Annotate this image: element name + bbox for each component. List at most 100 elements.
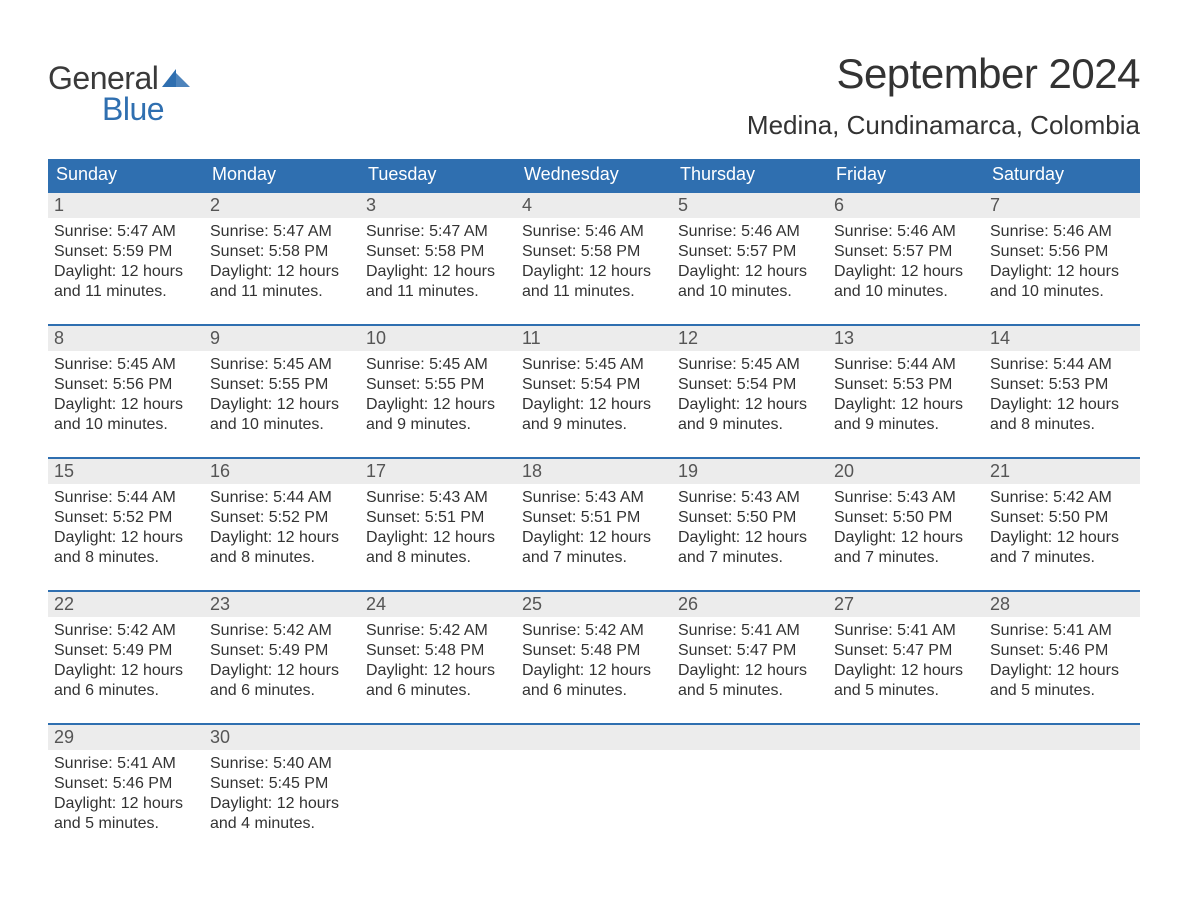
day-number (828, 725, 984, 750)
sunrise: Sunrise: 5:45 AM (210, 355, 354, 375)
day-body: Sunrise: 5:43 AMSunset: 5:50 PMDaylight:… (828, 484, 984, 572)
daylight-line2: and 8 minutes. (210, 548, 354, 568)
calendar: Sunday Monday Tuesday Wednesday Thursday… (48, 159, 1140, 838)
daylight-line1: Daylight: 12 hours (834, 395, 978, 415)
week-daynum-row: 22232425262728 (48, 590, 1140, 617)
sunset: Sunset: 5:49 PM (54, 641, 198, 661)
sunset: Sunset: 5:52 PM (210, 508, 354, 528)
week-body-row: Sunrise: 5:47 AMSunset: 5:59 PMDaylight:… (48, 218, 1140, 306)
day-number (672, 725, 828, 750)
sunset: Sunset: 5:51 PM (366, 508, 510, 528)
sunset: Sunset: 5:50 PM (990, 508, 1134, 528)
daylight-line1: Daylight: 12 hours (366, 395, 510, 415)
week-daynum-row: 891011121314 (48, 324, 1140, 351)
day-number: 23 (204, 592, 360, 617)
sunrise: Sunrise: 5:44 AM (54, 488, 198, 508)
day-number: 21 (984, 459, 1140, 484)
daylight-line2: and 10 minutes. (990, 282, 1134, 302)
day-number: 22 (48, 592, 204, 617)
day-number: 15 (48, 459, 204, 484)
daylight-line2: and 5 minutes. (678, 681, 822, 701)
sunset: Sunset: 5:50 PM (834, 508, 978, 528)
day-number: 1 (48, 193, 204, 218)
day-body: Sunrise: 5:45 AMSunset: 5:56 PMDaylight:… (48, 351, 204, 439)
day-number: 17 (360, 459, 516, 484)
day-number: 14 (984, 326, 1140, 351)
day-body (672, 750, 828, 838)
day-number: 5 (672, 193, 828, 218)
day-number: 2 (204, 193, 360, 218)
sunrise: Sunrise: 5:42 AM (54, 621, 198, 641)
day-body: Sunrise: 5:46 AMSunset: 5:58 PMDaylight:… (516, 218, 672, 306)
sunrise: Sunrise: 5:43 AM (522, 488, 666, 508)
day-body: Sunrise: 5:44 AMSunset: 5:52 PMDaylight:… (48, 484, 204, 572)
daylight-line1: Daylight: 12 hours (678, 395, 822, 415)
day-body (360, 750, 516, 838)
daylight-line1: Daylight: 12 hours (366, 528, 510, 548)
sunset: Sunset: 5:56 PM (990, 242, 1134, 262)
day-number (516, 725, 672, 750)
daylight-line2: and 9 minutes. (366, 415, 510, 435)
sunset: Sunset: 5:58 PM (522, 242, 666, 262)
daylight-line1: Daylight: 12 hours (990, 661, 1134, 681)
daylight-line1: Daylight: 12 hours (522, 395, 666, 415)
day-body: Sunrise: 5:44 AMSunset: 5:52 PMDaylight:… (204, 484, 360, 572)
sunset: Sunset: 5:50 PM (678, 508, 822, 528)
weekday-label: Friday (828, 159, 984, 191)
sunset: Sunset: 5:46 PM (990, 641, 1134, 661)
sunrise: Sunrise: 5:47 AM (54, 222, 198, 242)
day-number: 3 (360, 193, 516, 218)
daylight-line2: and 9 minutes. (522, 415, 666, 435)
daylight-line1: Daylight: 12 hours (678, 661, 822, 681)
daylight-line1: Daylight: 12 hours (210, 528, 354, 548)
weekday-header: Sunday Monday Tuesday Wednesday Thursday… (48, 159, 1140, 191)
day-number: 20 (828, 459, 984, 484)
daylight-line1: Daylight: 12 hours (54, 262, 198, 282)
sunrise: Sunrise: 5:42 AM (210, 621, 354, 641)
sunrise: Sunrise: 5:43 AM (834, 488, 978, 508)
sunrise: Sunrise: 5:46 AM (990, 222, 1134, 242)
daylight-line2: and 4 minutes. (210, 814, 354, 834)
daylight-line2: and 9 minutes. (678, 415, 822, 435)
sunset: Sunset: 5:57 PM (678, 242, 822, 262)
day-body (516, 750, 672, 838)
sunset: Sunset: 5:47 PM (834, 641, 978, 661)
day-number: 16 (204, 459, 360, 484)
sunrise: Sunrise: 5:41 AM (54, 754, 198, 774)
day-body: Sunrise: 5:45 AMSunset: 5:54 PMDaylight:… (672, 351, 828, 439)
daylight-line2: and 11 minutes. (522, 282, 666, 302)
day-body: Sunrise: 5:42 AMSunset: 5:49 PMDaylight:… (204, 617, 360, 705)
daylight-line2: and 11 minutes. (366, 282, 510, 302)
daylight-line2: and 8 minutes. (54, 548, 198, 568)
day-body: Sunrise: 5:41 AMSunset: 5:46 PMDaylight:… (984, 617, 1140, 705)
sunrise: Sunrise: 5:45 AM (678, 355, 822, 375)
daylight-line1: Daylight: 12 hours (210, 262, 354, 282)
daylight-line1: Daylight: 12 hours (522, 528, 666, 548)
daylight-line1: Daylight: 12 hours (366, 262, 510, 282)
sunrise: Sunrise: 5:40 AM (210, 754, 354, 774)
month-title: September 2024 (747, 50, 1140, 98)
week-daynum-row: 2930 (48, 723, 1140, 750)
sunrise: Sunrise: 5:46 AM (834, 222, 978, 242)
day-number: 25 (516, 592, 672, 617)
day-number: 13 (828, 326, 984, 351)
day-body: Sunrise: 5:45 AMSunset: 5:55 PMDaylight:… (360, 351, 516, 439)
day-body (984, 750, 1140, 838)
daylight-line2: and 6 minutes. (210, 681, 354, 701)
week-body-row: Sunrise: 5:42 AMSunset: 5:49 PMDaylight:… (48, 617, 1140, 705)
sunset: Sunset: 5:53 PM (990, 375, 1134, 395)
daylight-line1: Daylight: 12 hours (990, 528, 1134, 548)
daylight-line2: and 10 minutes. (678, 282, 822, 302)
sunrise: Sunrise: 5:45 AM (54, 355, 198, 375)
sunset: Sunset: 5:55 PM (366, 375, 510, 395)
sunrise: Sunrise: 5:42 AM (366, 621, 510, 641)
day-body (828, 750, 984, 838)
sunset: Sunset: 5:51 PM (522, 508, 666, 528)
weekday-label: Thursday (672, 159, 828, 191)
day-body: Sunrise: 5:47 AMSunset: 5:59 PMDaylight:… (48, 218, 204, 306)
sunrise: Sunrise: 5:41 AM (834, 621, 978, 641)
day-body: Sunrise: 5:42 AMSunset: 5:48 PMDaylight:… (516, 617, 672, 705)
daylight-line2: and 6 minutes. (522, 681, 666, 701)
day-number: 30 (204, 725, 360, 750)
sunrise: Sunrise: 5:46 AM (678, 222, 822, 242)
